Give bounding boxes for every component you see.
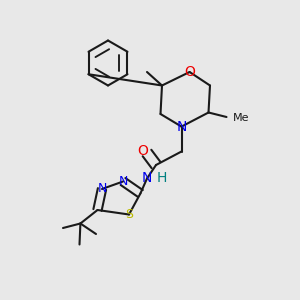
Text: S: S bbox=[125, 208, 133, 221]
Text: N: N bbox=[142, 172, 152, 185]
Text: N: N bbox=[118, 175, 128, 188]
Text: N: N bbox=[97, 182, 107, 196]
Text: O: O bbox=[184, 65, 195, 79]
Text: N: N bbox=[176, 120, 187, 134]
Text: H: H bbox=[156, 172, 167, 185]
Text: Me: Me bbox=[232, 112, 249, 123]
Text: O: O bbox=[138, 144, 148, 158]
